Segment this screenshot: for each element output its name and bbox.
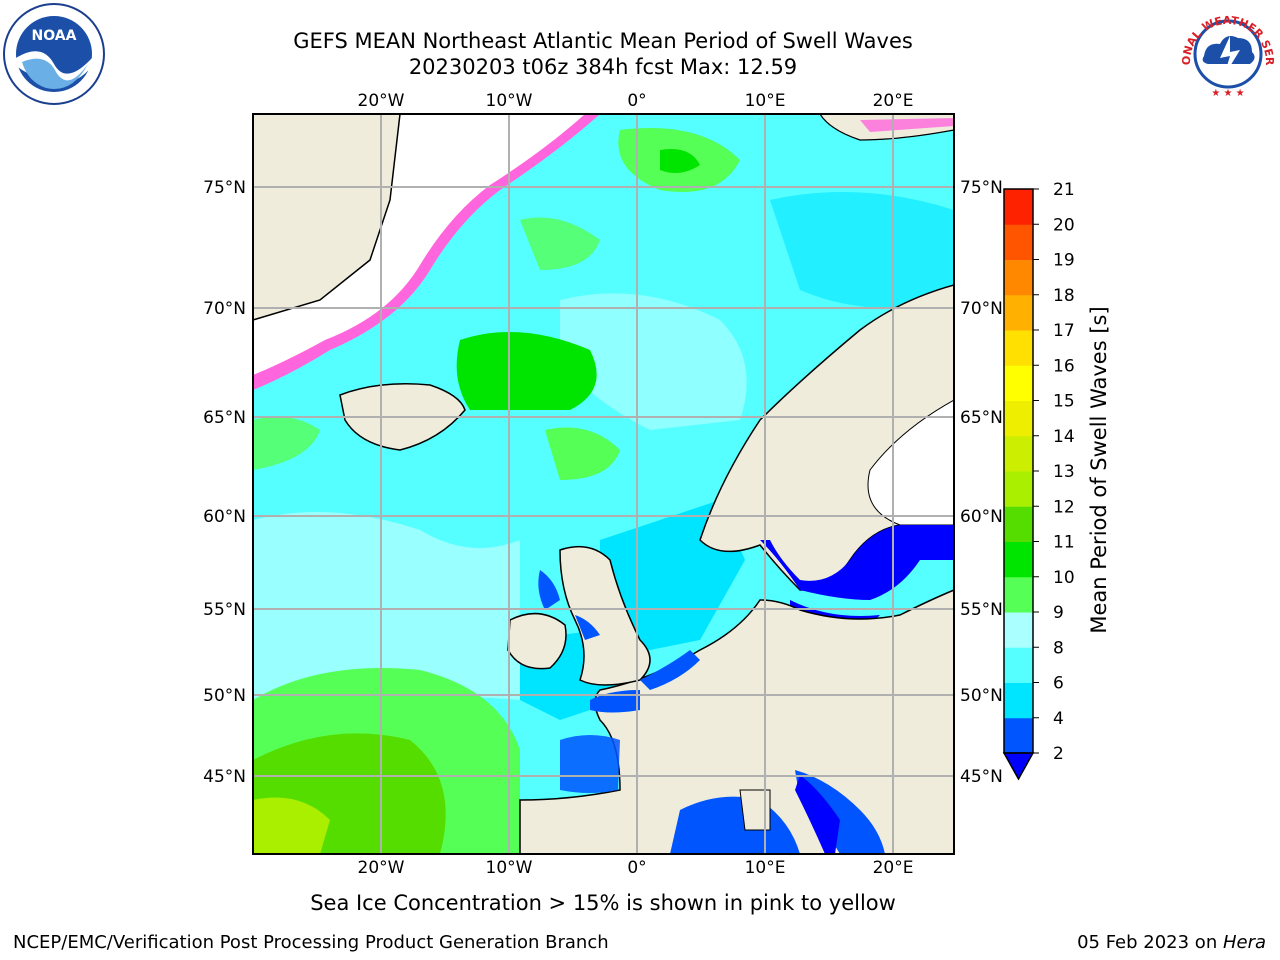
colorbar-tick-label: 12	[1053, 497, 1075, 517]
ireland-land	[507, 612, 567, 670]
chart-title: GEFS MEAN Northeast Atlantic Mean Period…	[293, 29, 913, 53]
colorbar-segment	[1004, 541, 1033, 578]
colorbar-segment	[1004, 647, 1033, 683]
colorbar-segment	[1004, 471, 1033, 507]
colorbar-segment	[1004, 224, 1033, 260]
colorbar: 2 4 6 8 9 10 11 12 13 14 15 16 17 18 19 20 21	[1002, 180, 1075, 781]
colorbar-segment	[1004, 189, 1033, 225]
lat-label-right: 55°N	[960, 600, 1003, 620]
colorbar-tick-label: 21	[1053, 180, 1075, 200]
uk-land	[559, 545, 651, 686]
lon-label-bottom: 20°W	[358, 858, 405, 878]
lat-label-left: 50°N	[203, 686, 246, 706]
sea-ice-note: Sea Ice Concentration > 15% is shown in …	[310, 891, 896, 915]
colorbar-label: Mean Period of Swell Waves [s]	[1087, 306, 1111, 633]
colorbar-tick-label: 18	[1053, 286, 1075, 306]
svg-text:★ ★ ★: ★ ★ ★	[1211, 88, 1244, 99]
colorbar-segment	[1004, 365, 1033, 401]
colorbar-tick-label: 14	[1053, 427, 1075, 447]
colorbar-segment	[1004, 259, 1033, 296]
lat-label-left: 60°N	[203, 507, 246, 527]
lat-label-right: 50°N	[960, 686, 1003, 706]
map-area	[253, 114, 954, 854]
colorbar-tick-label: 19	[1053, 251, 1075, 271]
lat-label-left: 55°N	[203, 600, 246, 620]
colorbar-tick-label: 4	[1053, 709, 1064, 729]
colorbar-segment	[1004, 576, 1033, 613]
lat-label-right: 65°N	[960, 408, 1003, 428]
colorbar-segment	[1004, 294, 1033, 331]
colorbar-tick-label: 17	[1053, 321, 1075, 341]
colorbar-tick-label: 15	[1053, 392, 1075, 412]
colorbar-tick-label: 2	[1053, 744, 1064, 764]
colorbar-extend-arrow	[1002, 752, 1035, 781]
lat-label-left: 70°N	[203, 299, 246, 319]
nws-logo-icon: NATIONAL WEATHER SERVICE ★ ★ ★	[1176, 2, 1278, 104]
colorbar-tick-label: 16	[1053, 356, 1075, 376]
colorbar-tick-label: 11	[1053, 533, 1075, 553]
colorbar-segment	[1004, 435, 1033, 472]
lat-label-left: 65°N	[203, 408, 246, 428]
date-text: 05 Feb 2023 on	[1077, 932, 1223, 953]
chart-subtitle: 20230203 t06z 384h fcst Max: 12.59	[408, 55, 798, 79]
colorbar-segment	[1004, 682, 1033, 719]
date-stamp: 05 Feb 2023 on Hera	[1077, 932, 1266, 953]
lat-label-left: 45°N	[203, 767, 246, 787]
lat-label-right: 70°N	[960, 299, 1003, 319]
colorbar-segment	[1004, 506, 1033, 542]
colorbar-segment	[1004, 717, 1033, 754]
colorbar-tick-label: 20	[1053, 215, 1075, 235]
lon-label-bottom: 0°	[627, 858, 646, 878]
noaa-logo-text: NOAA	[32, 28, 77, 44]
lon-label-bottom: 10°E	[745, 858, 786, 878]
lon-label-top: 10°E	[745, 91, 786, 111]
lon-label-top: 20°E	[873, 91, 914, 111]
lon-label-top: 20°W	[358, 91, 405, 111]
lat-label-right: 60°N	[960, 507, 1003, 527]
lon-label-bottom: 10°W	[486, 858, 533, 878]
lon-label-bottom: 20°E	[873, 858, 914, 878]
lon-label-top: 0°	[627, 91, 646, 111]
colorbar-segment	[1004, 612, 1033, 648]
credit-text: NCEP/EMC/Verification Post Processing Pr…	[13, 932, 609, 953]
lon-label-top: 10°W	[486, 91, 533, 111]
lat-label-right: 75°N	[960, 178, 1003, 198]
colorbar-tick-label: 6	[1053, 674, 1064, 694]
host-name: Hera	[1222, 932, 1266, 953]
lat-label-left: 75°N	[203, 178, 246, 198]
colorbar-tick-label: 8	[1053, 638, 1064, 658]
colorbar-tick-label: 9	[1053, 603, 1064, 623]
noaa-logo-icon: NOAA	[3, 3, 105, 105]
colorbar-segment	[1004, 400, 1033, 437]
lat-label-right: 45°N	[960, 767, 1003, 787]
colorbar-tick-label: 10	[1053, 568, 1075, 588]
colorbar-segment	[1004, 330, 1033, 366]
map-frame	[252, 113, 955, 855]
colorbar-tick-label: 13	[1053, 462, 1075, 482]
map-gridlines	[253, 114, 954, 854]
